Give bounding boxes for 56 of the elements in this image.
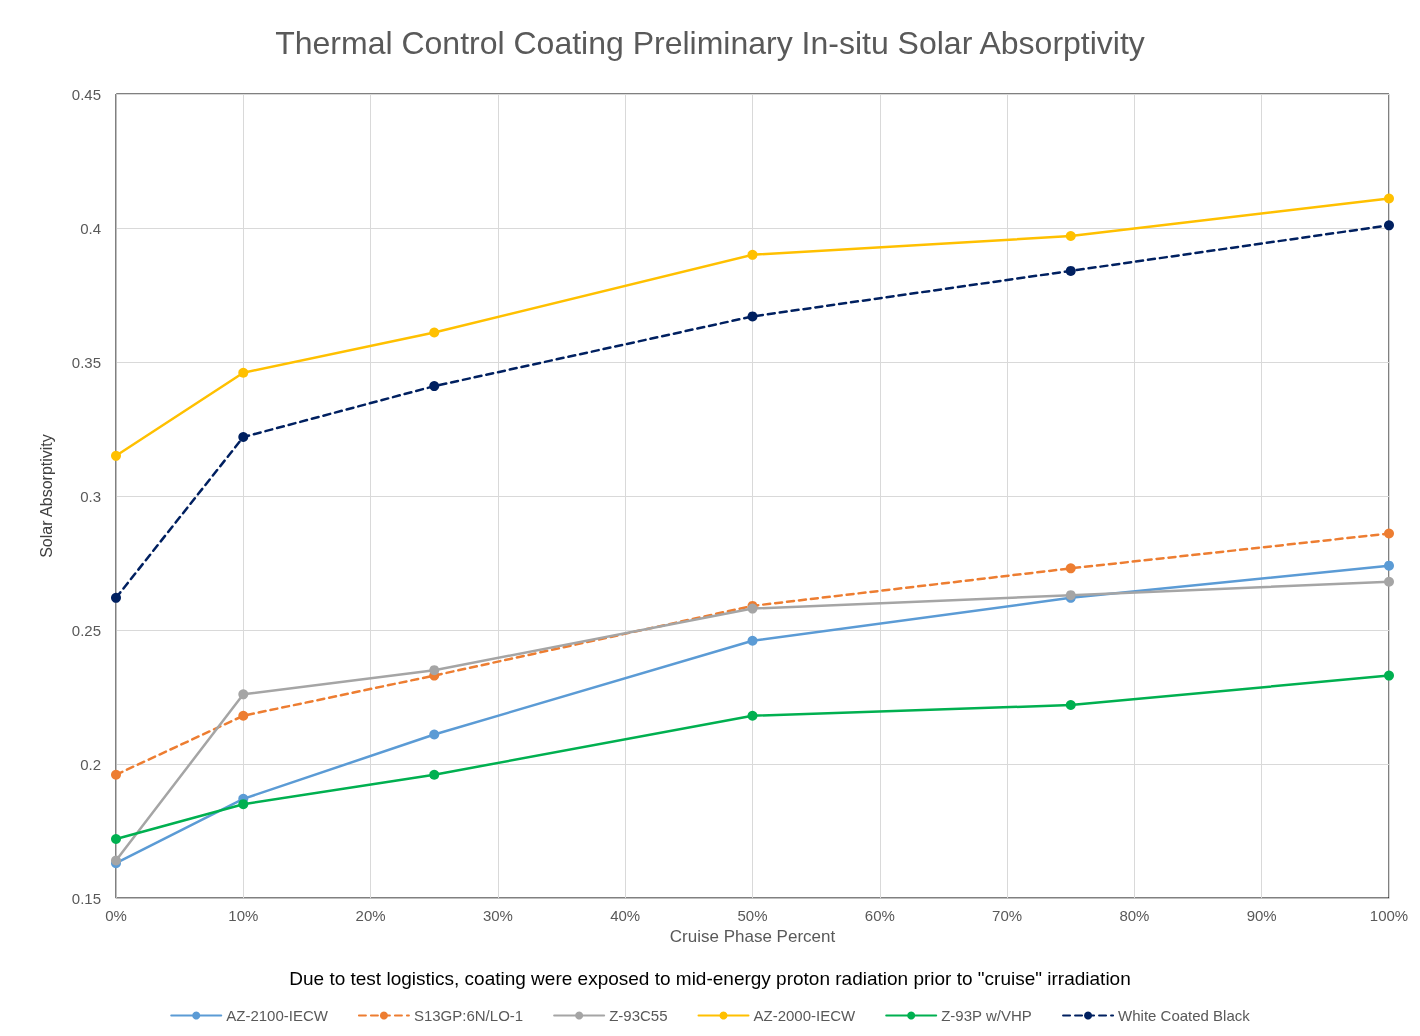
y-tick-label: 0.2: [80, 755, 101, 773]
y-tick-label: 0.45: [71, 85, 101, 103]
point: [1065, 700, 1076, 711]
point: [1384, 576, 1394, 587]
point: [1384, 193, 1394, 204]
point: [429, 769, 440, 780]
point: [111, 592, 121, 603]
point: [1065, 265, 1076, 276]
point: [1065, 231, 1076, 242]
x-tick-label: 10%: [228, 907, 259, 924]
x-tick-label: 60%: [864, 907, 895, 924]
point: [238, 689, 249, 700]
point: [238, 799, 249, 810]
legend-label: AZ-2100-IECW: [226, 1007, 329, 1024]
x-tick-label: 80%: [1119, 907, 1150, 924]
point: [429, 665, 440, 676]
x-tick-label: 0%: [105, 907, 127, 924]
x-axis-title: Cruise Phase Percent: [669, 927, 836, 946]
point: [1384, 528, 1394, 539]
x-tick-label: 70%: [992, 907, 1023, 924]
point: [429, 729, 440, 740]
y-tick-label: 0.3: [80, 487, 101, 505]
x-tick-label: 50%: [737, 907, 768, 924]
y-tick-label: 0.35: [71, 353, 101, 371]
y-axis-title: Solar Absorptivity: [37, 434, 55, 558]
point: [238, 710, 249, 721]
point: [238, 432, 249, 443]
x-tick-label: 40%: [610, 907, 641, 924]
point: [747, 635, 758, 646]
x-tick-label: 30%: [482, 907, 513, 924]
y-tick-label: 0.25: [71, 621, 101, 639]
x-tick-label: 20%: [355, 907, 386, 924]
x-tick-label: 100%: [1369, 907, 1409, 924]
point: [429, 381, 440, 392]
legend-label: Z-93P w/VHP: [941, 1007, 1032, 1024]
y-tick-label: 0.15: [71, 889, 101, 907]
point: [238, 367, 249, 378]
point: [1384, 670, 1394, 681]
point: [747, 249, 758, 260]
x-tick-label: 90%: [1246, 907, 1277, 924]
legend-label: White Coated Black: [1118, 1007, 1251, 1024]
point: [1384, 220, 1394, 231]
point: [111, 450, 121, 461]
point: [429, 327, 440, 338]
text: Due to test logistics, coating were exposed to mid-energy proton radiation prior to "cruise" irradiation: [289, 968, 1131, 989]
point: [111, 834, 121, 845]
legend-label: S13GP:6N/LO-1: [413, 1007, 524, 1024]
chart-title: Thermal Control Coating Preliminary In-situ Solar Absorptivity: [275, 25, 1145, 61]
point: [747, 311, 758, 322]
legend-label: Z-93C55: [609, 1007, 668, 1024]
y-tick-label: 0.4: [80, 219, 101, 237]
point: [1384, 560, 1394, 571]
point: [747, 710, 758, 721]
point: [1065, 563, 1076, 574]
point: [111, 769, 121, 780]
legend-label: AZ-2000-IECW: [753, 1007, 857, 1024]
